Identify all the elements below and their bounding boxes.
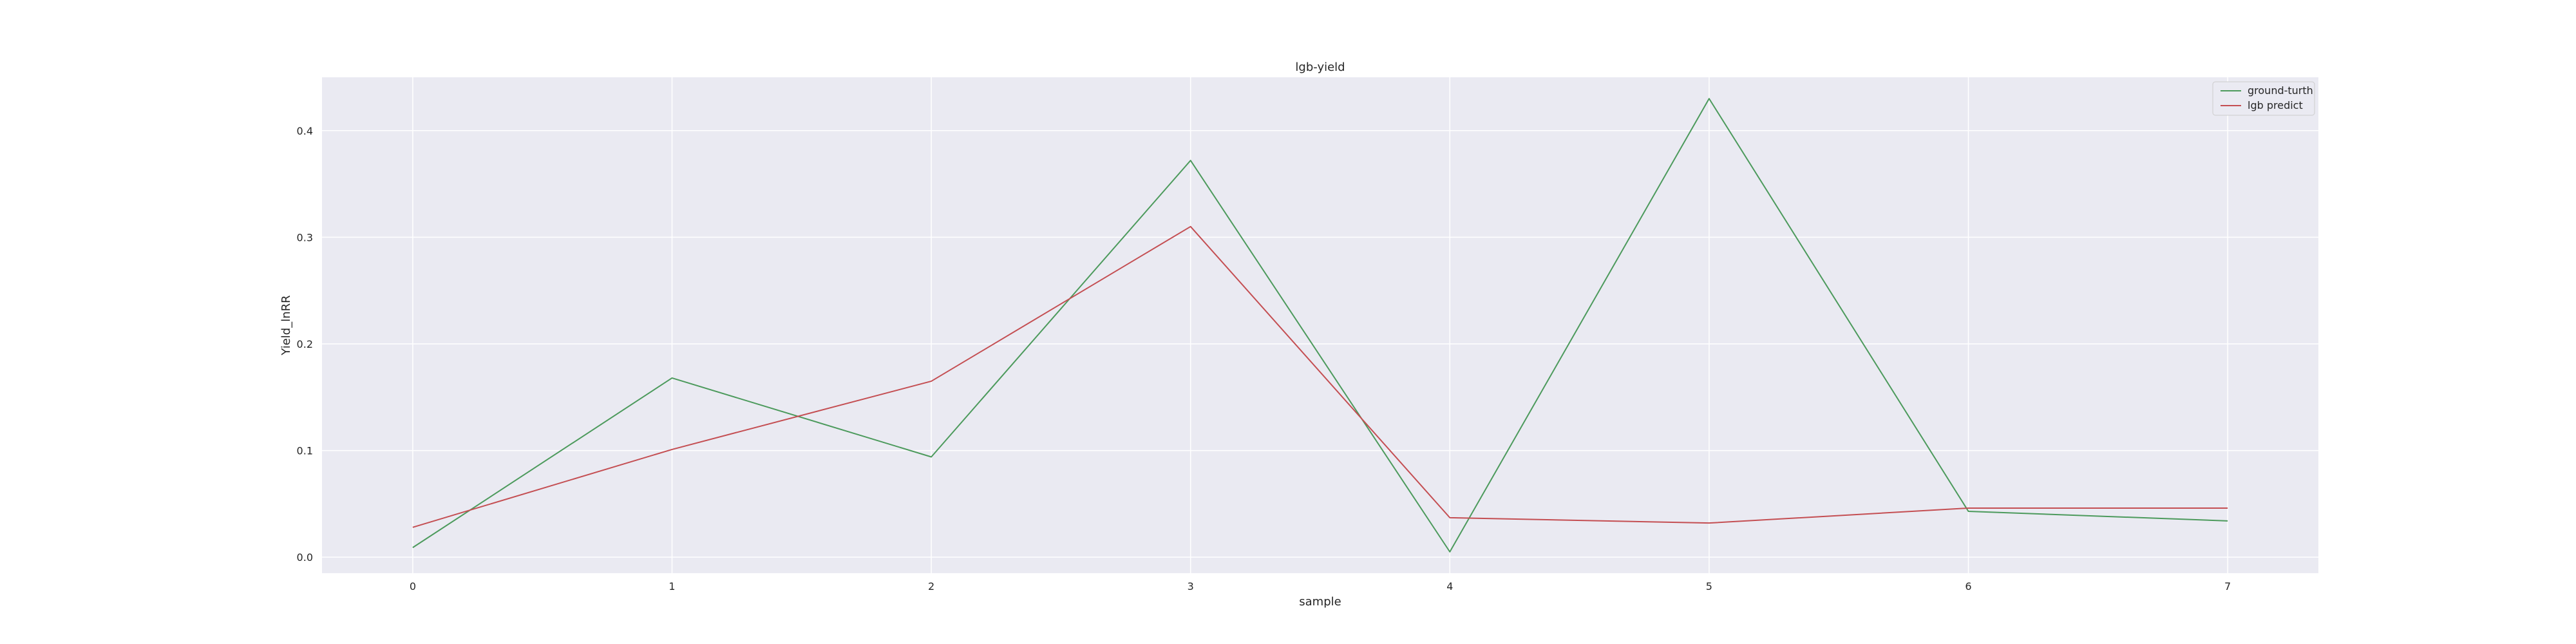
- y-tick-label: 0.2: [297, 338, 313, 350]
- legend: ground-turth lgb predict: [2212, 81, 2315, 116]
- x-axis-label: sample: [1299, 595, 1341, 609]
- x-tick-label: 4: [1446, 580, 1453, 592]
- x-tick-label: 3: [1188, 580, 1194, 592]
- x-tick-label: 0: [410, 580, 416, 592]
- y-tick-labels: 0.0 0.1 0.2 0.3 0.4: [297, 125, 313, 564]
- x-tick-label: 7: [2224, 580, 2231, 592]
- y-axis-label: Yield_lnRR: [279, 295, 293, 355]
- x-tick-labels: 0 1 2 3 4 5 6 7: [410, 580, 2231, 592]
- y-tick-label: 0.4: [297, 125, 313, 137]
- x-tick-label: 2: [928, 580, 934, 592]
- x-tick-label: 6: [1965, 580, 1971, 592]
- x-tick-label: 1: [668, 580, 675, 592]
- chart-title: lgb-yield: [1295, 61, 1345, 74]
- series-line-lgb-predict: [412, 225, 2228, 528]
- plot-area: [322, 77, 2318, 573]
- legend-label-lgb-predict: lgb predict: [2248, 99, 2303, 111]
- legend-label-ground-turth: ground-turth: [2248, 84, 2313, 97]
- series-line-ground-turth: [412, 98, 2228, 553]
- x-tick-label: 5: [1706, 580, 1712, 592]
- grid-lines: [322, 77, 2318, 573]
- y-tick-label: 0.1: [297, 445, 313, 457]
- y-tick-label: 0.0: [297, 551, 313, 564]
- series-lines: [412, 98, 2228, 553]
- y-tick-label: 0.3: [297, 231, 313, 243]
